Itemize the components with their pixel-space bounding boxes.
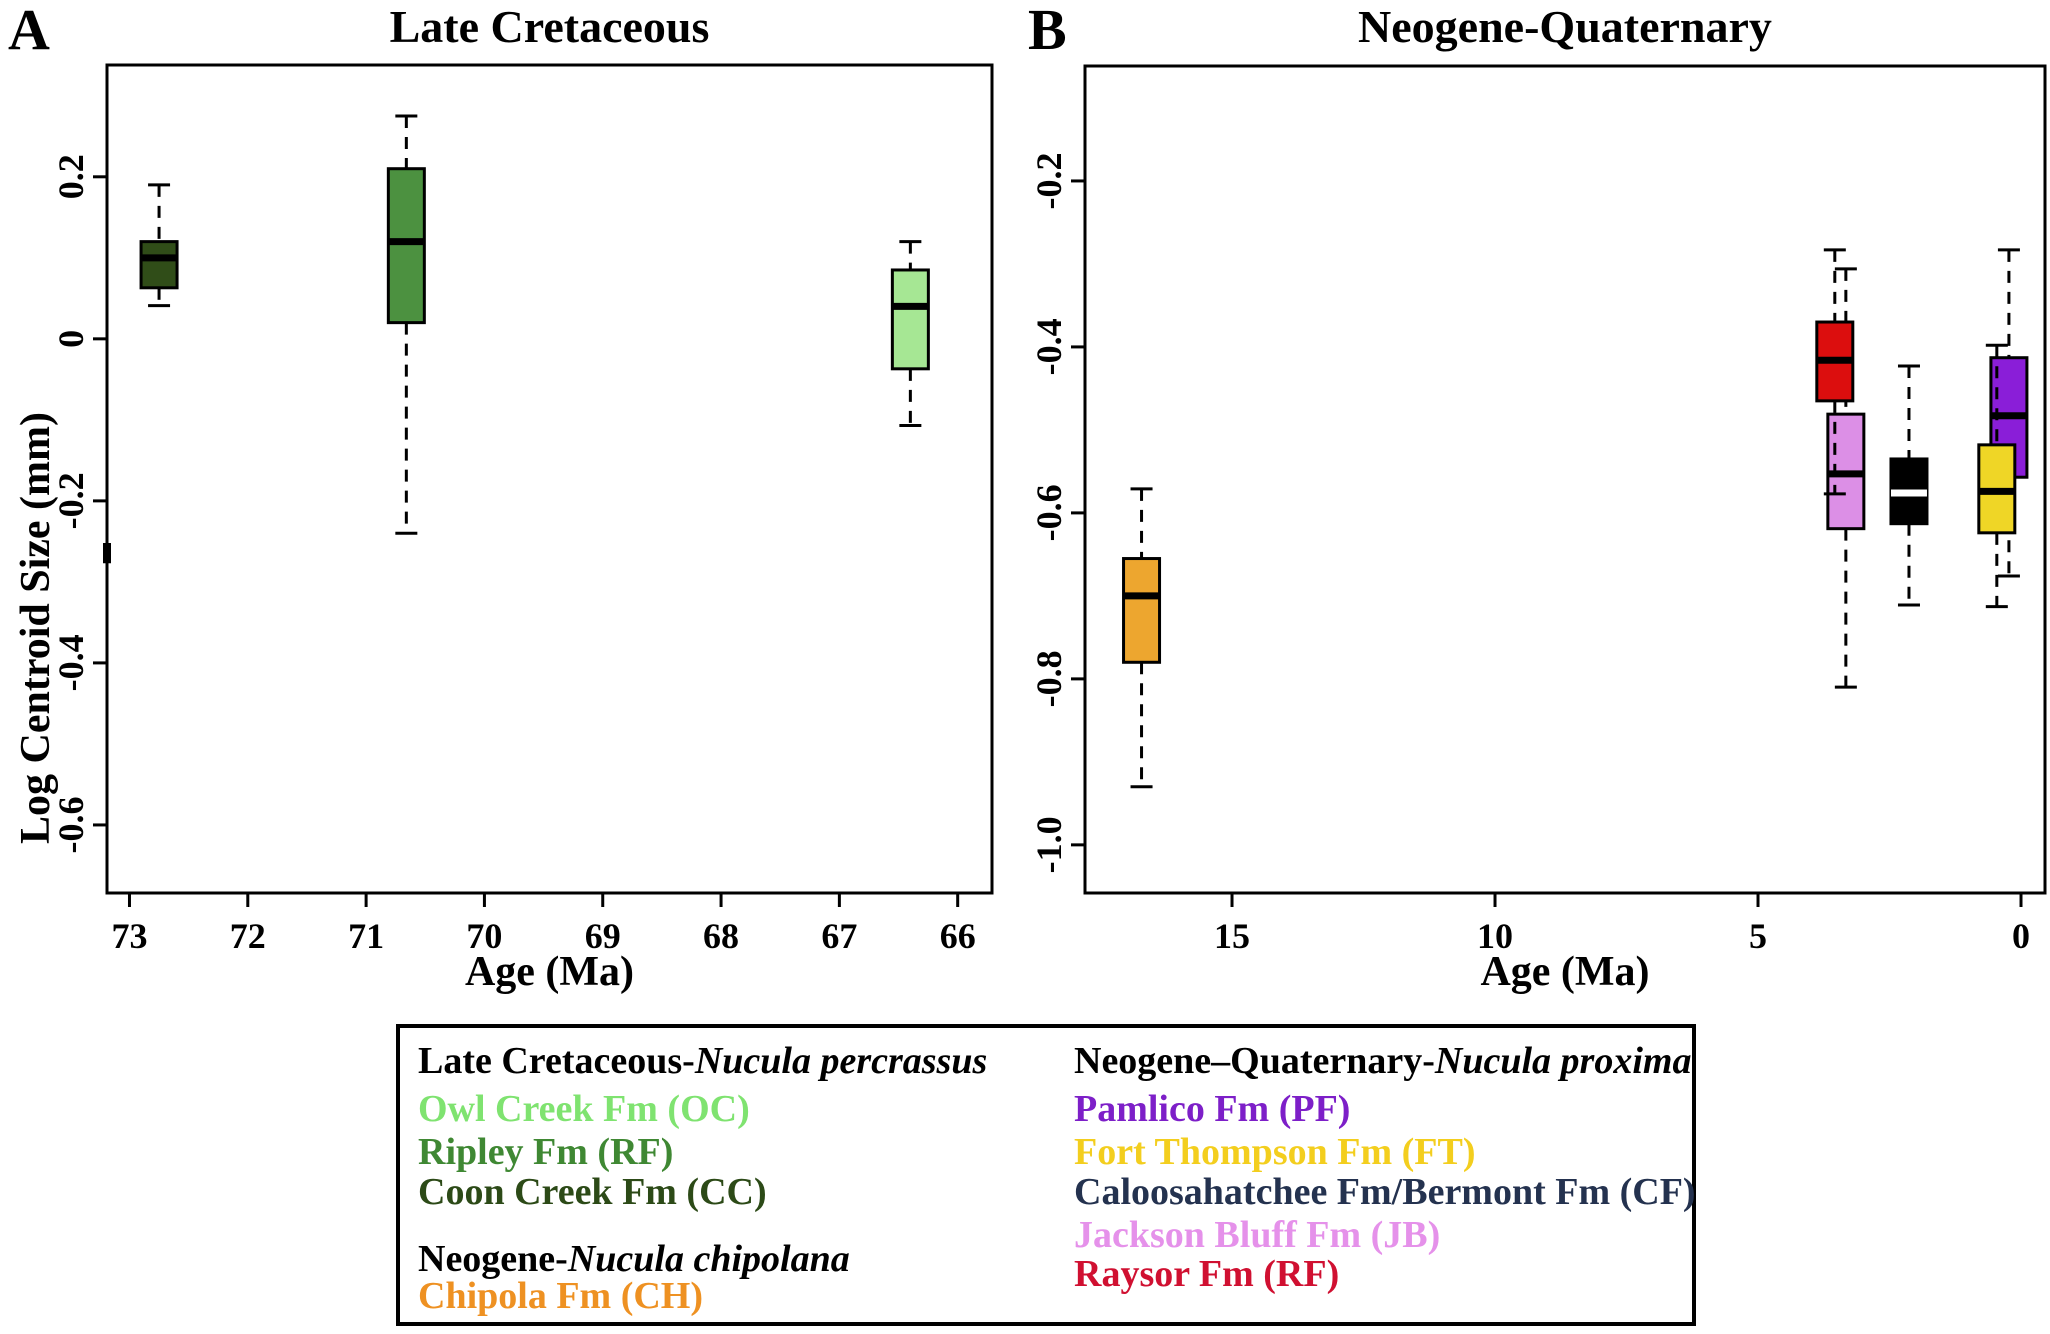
legend-item: Owl Creek Fm (OC) bbox=[418, 1088, 750, 1130]
plot-border bbox=[1083, 64, 2047, 895]
legend-box: Late Cretaceous-Nucula percrassus Owl Cre… bbox=[396, 1024, 1696, 1326]
panel-b-title: Neogene-Quaternary bbox=[1358, 1, 1772, 52]
x-tick-label: 70 bbox=[466, 916, 502, 956]
legend-header-prefix: Late Cretaceous- bbox=[418, 1040, 695, 1082]
y-tick-label: -0.6 bbox=[51, 796, 91, 853]
y-tick-label: 0.2 bbox=[51, 154, 91, 199]
panel-a-title: Late Cretaceous bbox=[389, 1, 710, 52]
x-tick-label: 67 bbox=[821, 916, 857, 956]
legend-header-species: Nucula proxima bbox=[1434, 1040, 1692, 1082]
box-ch bbox=[1122, 557, 1162, 664]
x-tick-label: 66 bbox=[940, 916, 976, 956]
x-tick-label: 71 bbox=[348, 916, 384, 956]
x-tick-label: 73 bbox=[111, 916, 147, 956]
legend-item: Pamlico Fm (PF) bbox=[1074, 1088, 1351, 1130]
y-tick-label: 0 bbox=[51, 330, 91, 348]
x-tick-label: 5 bbox=[1749, 916, 1767, 956]
panel-a-x-axis-label: Age (Ma) bbox=[464, 949, 635, 995]
x-tick-label: 69 bbox=[585, 916, 621, 956]
x-tick-label: 15 bbox=[1214, 916, 1250, 956]
x-tick-label: 0 bbox=[2012, 916, 2030, 956]
y-tick-label: -0.6 bbox=[1029, 484, 1069, 541]
legend-item: Ripley Fm (RF) bbox=[418, 1131, 674, 1173]
y-tick-label: -0.4 bbox=[1029, 318, 1069, 375]
box-oc bbox=[890, 268, 930, 371]
legend-item: Raysor Fm (RF) bbox=[1074, 1253, 1340, 1295]
legend-header-species: Nucula chipolana bbox=[567, 1238, 850, 1280]
legend-header: Neogene–Quaternary-Nucula proxima bbox=[1074, 1039, 1691, 1083]
box-cc bbox=[139, 240, 179, 290]
y-tick-label: -0.2 bbox=[51, 472, 91, 529]
legend-item: Jackson Bluff Fm (JB) bbox=[1074, 1214, 1441, 1256]
panel-a-letter: A bbox=[8, 0, 50, 62]
x-tick-label: 72 bbox=[230, 916, 266, 956]
x-tick-label: 10 bbox=[1477, 916, 1513, 956]
legend-item: Fort Thompson Fm (FT) bbox=[1074, 1131, 1476, 1173]
legend-header-prefix: Neogene–Quaternary- bbox=[1074, 1040, 1435, 1082]
y-tick-label: -0.8 bbox=[1029, 650, 1069, 707]
x-tick-label: 68 bbox=[703, 916, 739, 956]
legend-header-prefix: Neogene- bbox=[418, 1238, 568, 1280]
panel-b-x-axis-label: Age (Ma) bbox=[1480, 949, 1650, 995]
y-tick-label: -0.4 bbox=[51, 634, 91, 691]
legend-header: Neogene-Nucula chipolana bbox=[418, 1237, 850, 1281]
plot-border bbox=[105, 63, 994, 895]
axis-edge-mark bbox=[103, 543, 111, 564]
legend-item: Coon Creek Fm (CC) bbox=[418, 1171, 767, 1213]
legend-header: Late Cretaceous-Nucula percrassus bbox=[418, 1039, 987, 1083]
box-rf bbox=[386, 167, 426, 325]
legend-header-species: Nucula percrassus bbox=[694, 1040, 988, 1082]
y-tick-label: -0.2 bbox=[1029, 152, 1069, 209]
legend-item: Chipola Fm (CH) bbox=[418, 1275, 703, 1317]
legend-item: Caloosahatchee Fm/Bermont Fm (CF) bbox=[1074, 1171, 1696, 1213]
y-tick-label: -1.0 bbox=[1029, 816, 1069, 873]
panel-b-letter: B bbox=[1028, 0, 1067, 62]
